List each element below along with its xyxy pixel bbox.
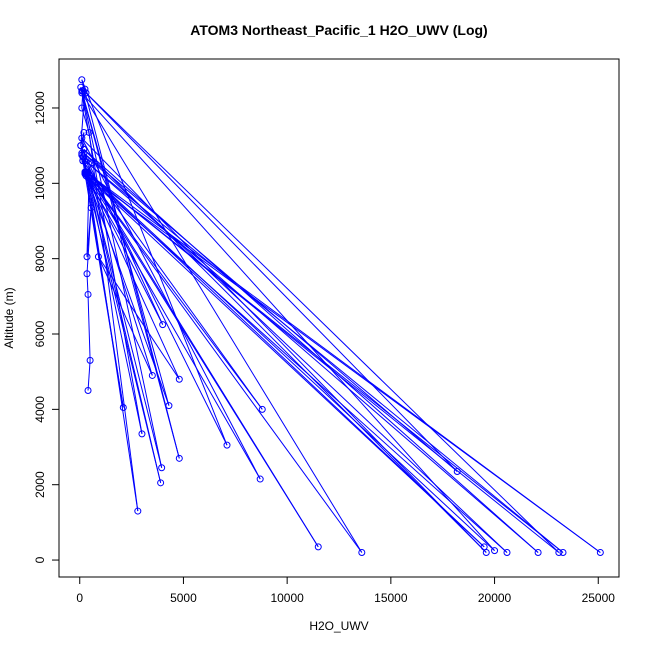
data-point bbox=[88, 159, 96, 167]
data-point bbox=[503, 549, 511, 557]
series-segment bbox=[85, 92, 560, 553]
series-segment bbox=[85, 175, 162, 483]
data-point bbox=[134, 507, 142, 515]
data-point bbox=[84, 290, 92, 298]
data-point bbox=[83, 253, 91, 261]
series-segment bbox=[81, 90, 180, 459]
chart-title: ATOM3 Northeast_Pacific_1 H2O_UWV (Log) bbox=[190, 22, 487, 38]
data-point bbox=[80, 153, 88, 161]
data-point bbox=[94, 253, 102, 261]
data-point bbox=[223, 441, 231, 449]
series-segment bbox=[80, 145, 164, 325]
data-point bbox=[87, 204, 95, 212]
series-segment bbox=[97, 256, 153, 376]
y-axis: 0 2000 4000 6000 8000 10000 12000 bbox=[33, 91, 60, 563]
x-tick-label: 25000 bbox=[582, 591, 616, 605]
y-axis-label: Altitude (m) bbox=[2, 287, 16, 348]
data-point bbox=[78, 87, 86, 95]
series-points bbox=[77, 76, 604, 557]
series-segment bbox=[87, 173, 163, 468]
y-tick-label: 12000 bbox=[33, 91, 47, 125]
series-segment bbox=[85, 171, 560, 553]
series-segment bbox=[85, 173, 124, 408]
data-point bbox=[83, 270, 91, 278]
data-point bbox=[86, 174, 94, 182]
data-point bbox=[78, 149, 86, 157]
data-point bbox=[82, 89, 90, 97]
data-point bbox=[79, 157, 87, 165]
data-point bbox=[138, 430, 146, 438]
series-segment bbox=[87, 177, 485, 548]
x-axis-label: H2O_UWV bbox=[309, 619, 368, 633]
data-point bbox=[84, 170, 92, 178]
y-tick-label: 8000 bbox=[33, 245, 47, 272]
data-point bbox=[157, 479, 165, 487]
data-point bbox=[158, 464, 166, 472]
data-point bbox=[258, 405, 266, 413]
data-point bbox=[491, 547, 499, 555]
data-point bbox=[534, 549, 542, 557]
x-tick-label: 10000 bbox=[270, 591, 304, 605]
series-segment bbox=[81, 90, 163, 468]
series-segment bbox=[85, 92, 458, 472]
data-point bbox=[78, 104, 86, 112]
series-segment bbox=[81, 92, 363, 553]
y-tick-label: 0 bbox=[33, 556, 47, 563]
data-point bbox=[175, 454, 183, 462]
data-point bbox=[480, 543, 488, 551]
series-lines bbox=[80, 79, 601, 553]
data-point bbox=[314, 543, 322, 551]
data-point bbox=[358, 549, 366, 557]
data-point bbox=[85, 128, 93, 136]
y-tick-label: 4000 bbox=[33, 396, 47, 423]
data-point bbox=[159, 321, 167, 329]
data-point bbox=[596, 549, 604, 557]
series-segment bbox=[87, 177, 164, 325]
series-segment bbox=[84, 160, 564, 553]
series-segment bbox=[80, 87, 143, 434]
series-segment bbox=[87, 360, 91, 391]
series-segment bbox=[83, 152, 458, 472]
series-segment bbox=[86, 171, 495, 551]
x-tick-label: 0 bbox=[76, 591, 83, 605]
data-point bbox=[77, 142, 85, 150]
x-tick-label: 20000 bbox=[478, 591, 512, 605]
data-point bbox=[86, 356, 94, 364]
data-point bbox=[119, 403, 127, 411]
series-segment bbox=[85, 173, 363, 553]
data-point bbox=[78, 134, 86, 142]
y-tick-label: 6000 bbox=[33, 320, 47, 347]
data-point bbox=[84, 387, 92, 395]
series-segment bbox=[81, 79, 228, 446]
data-point bbox=[559, 549, 567, 557]
series-segment bbox=[81, 137, 261, 480]
series-segment bbox=[89, 177, 319, 548]
series-segment bbox=[84, 171, 263, 410]
data-point bbox=[81, 157, 89, 165]
series-segment bbox=[83, 152, 508, 553]
data-point bbox=[256, 475, 264, 483]
data-point bbox=[165, 402, 173, 410]
data-point bbox=[175, 375, 183, 383]
series-segment bbox=[85, 175, 261, 480]
series-segment bbox=[83, 156, 143, 434]
data-point bbox=[555, 549, 563, 557]
series-segment bbox=[84, 173, 601, 553]
y-tick-label: 2000 bbox=[33, 471, 47, 498]
x-axis: 0 5000 10000 15000 20000 25000 bbox=[76, 576, 616, 605]
data-point bbox=[80, 149, 88, 157]
series-segment bbox=[87, 294, 91, 361]
x-tick-label: 5000 bbox=[170, 591, 197, 605]
data-point bbox=[148, 371, 156, 379]
data-point bbox=[84, 174, 92, 182]
y-tick-label: 10000 bbox=[33, 166, 47, 200]
data-point bbox=[77, 83, 85, 91]
data-point bbox=[78, 76, 86, 84]
x-tick-label: 15000 bbox=[374, 591, 408, 605]
data-point bbox=[453, 468, 461, 476]
